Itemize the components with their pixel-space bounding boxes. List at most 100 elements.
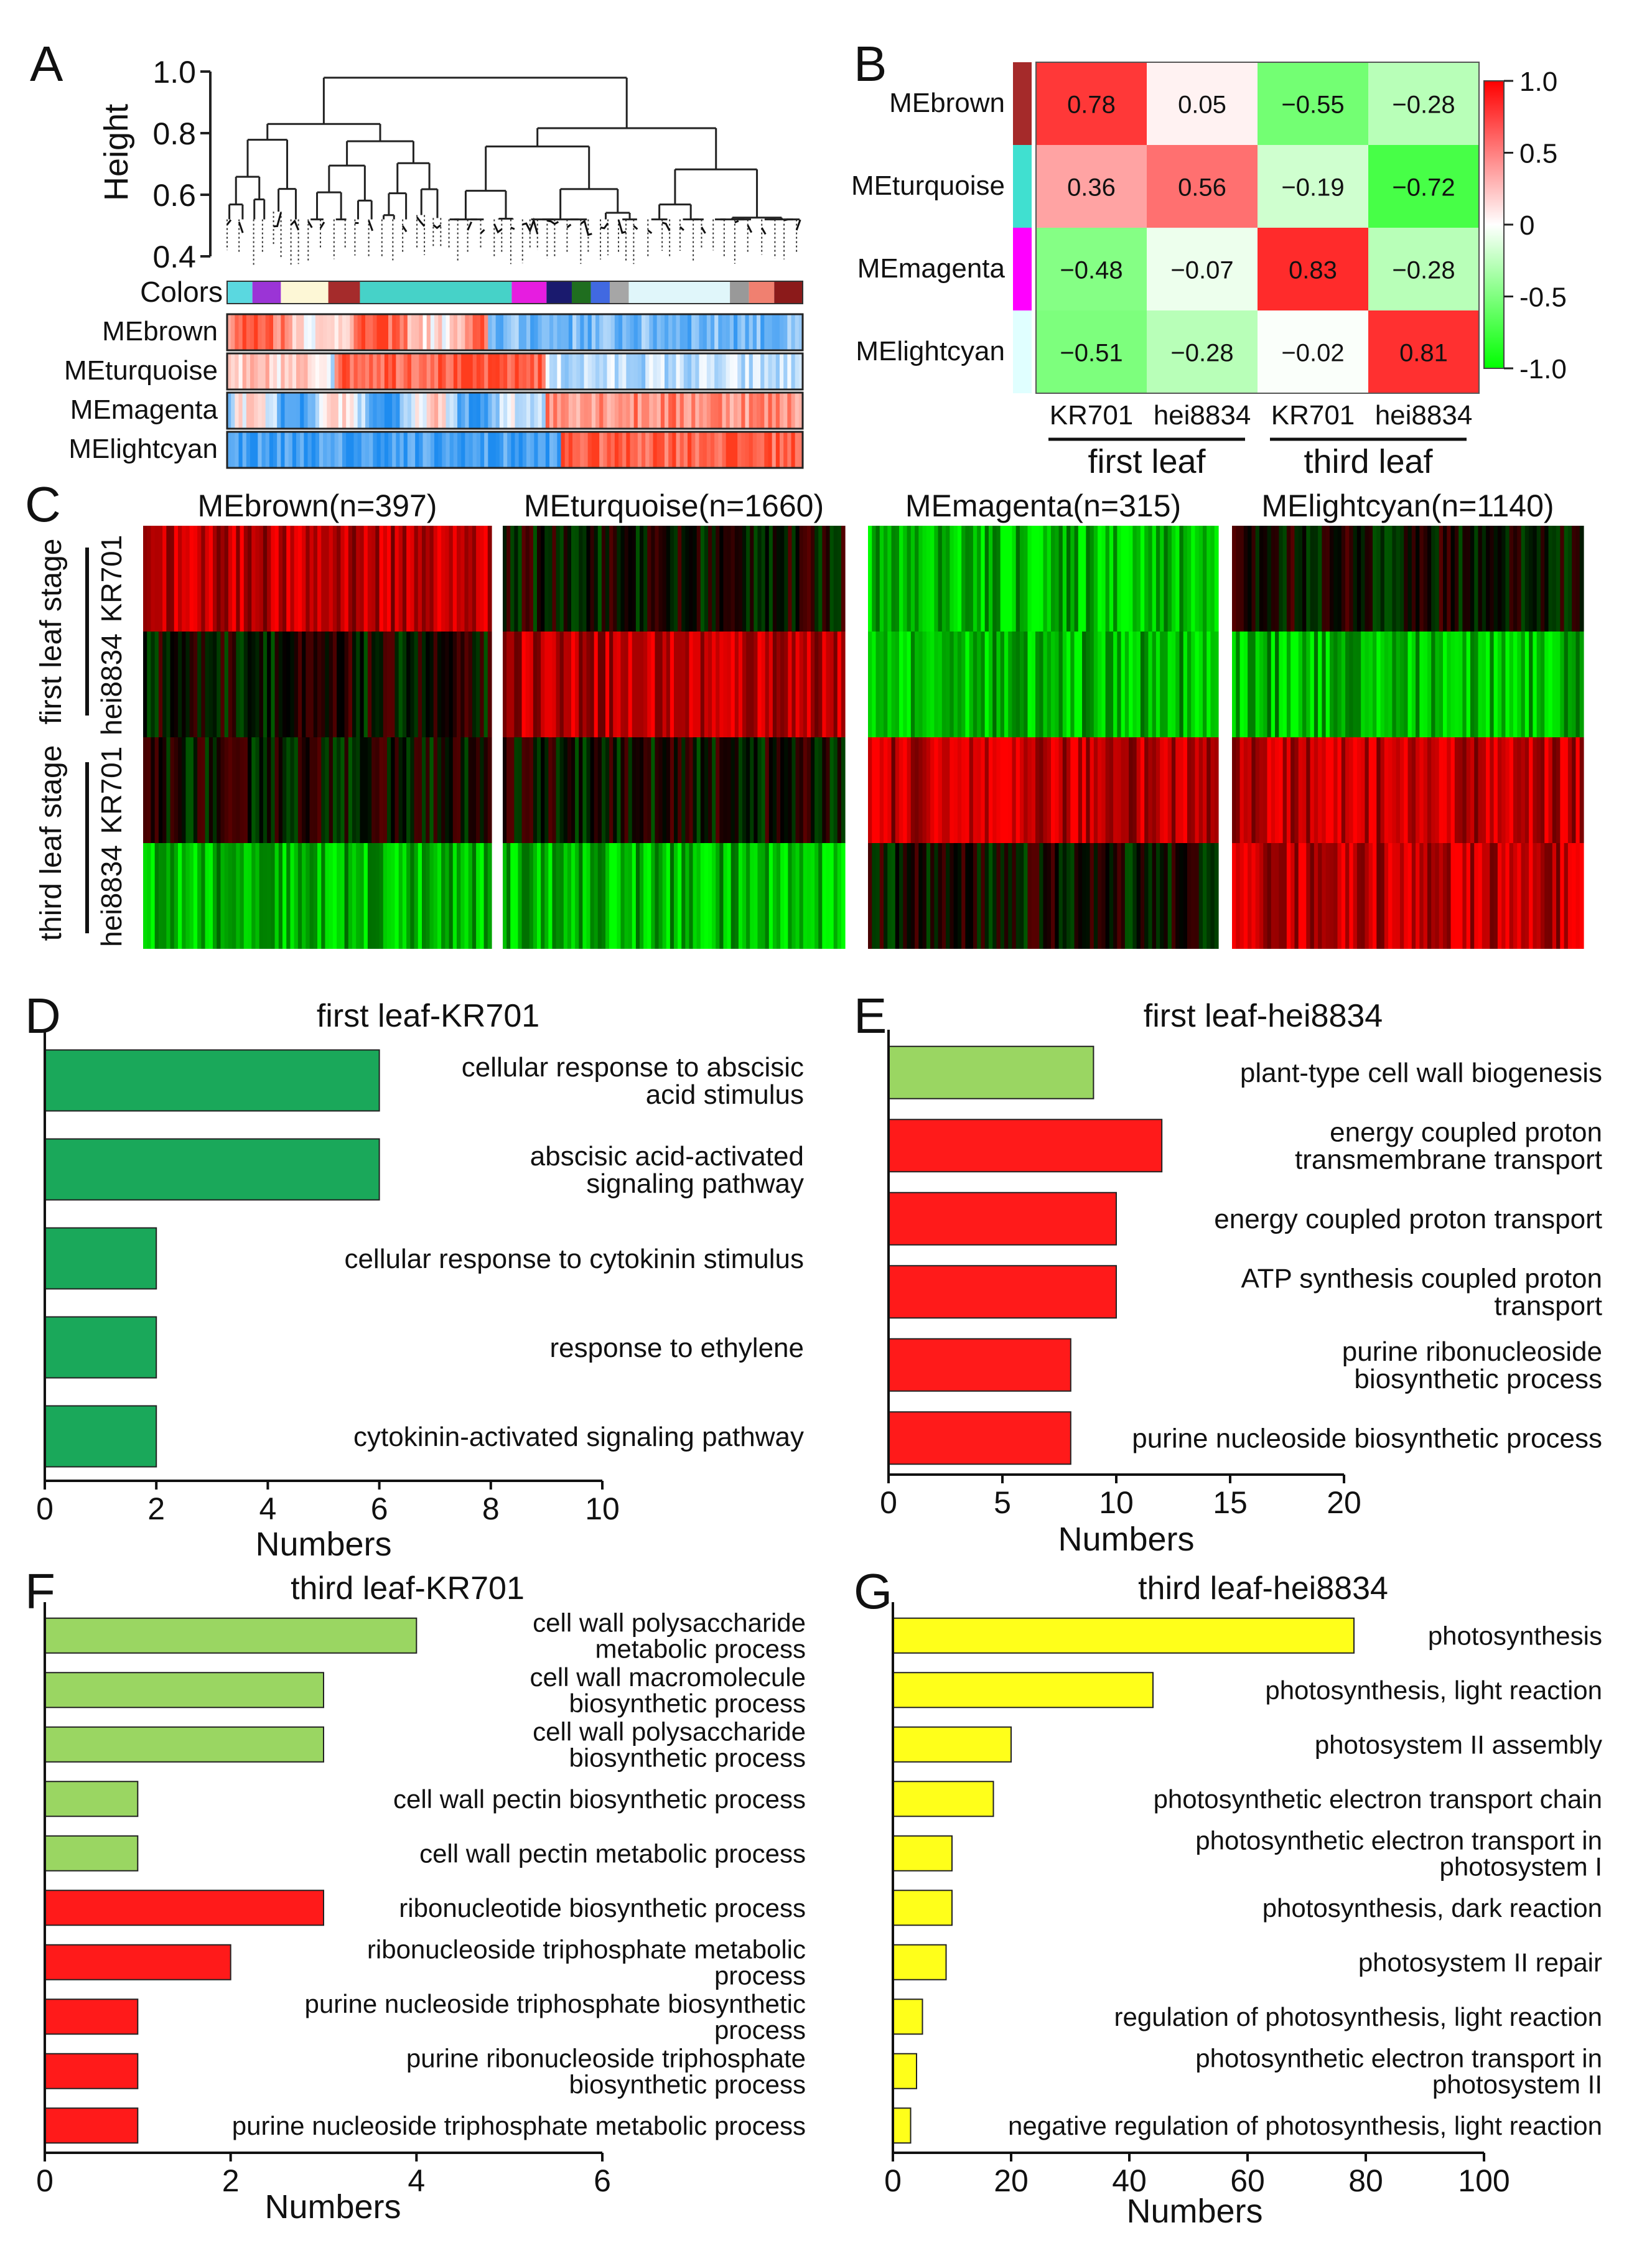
expression-cell bbox=[1039, 632, 1044, 737]
eigengene-cell bbox=[591, 393, 596, 429]
eigengene-cell bbox=[503, 432, 508, 468]
eigengene-cell bbox=[642, 432, 646, 468]
expression-cell bbox=[259, 526, 264, 632]
expression-cell bbox=[437, 737, 442, 843]
expression-cell bbox=[742, 526, 747, 632]
eigengene-cell bbox=[672, 353, 677, 389]
expression-cell bbox=[1062, 526, 1067, 632]
expression-cell bbox=[1322, 526, 1327, 632]
expression-cell bbox=[891, 632, 896, 737]
expression-cell bbox=[1548, 843, 1553, 949]
eigengene-cell bbox=[311, 393, 316, 429]
expression-cell bbox=[348, 737, 353, 843]
expression-cell bbox=[674, 526, 678, 632]
eigengene-cell bbox=[461, 314, 465, 350]
expression-cell bbox=[685, 526, 690, 632]
bar bbox=[888, 1045, 1094, 1099]
expression-cell bbox=[1055, 632, 1060, 737]
expression-cell bbox=[1008, 737, 1013, 843]
expression-cell bbox=[1509, 632, 1514, 737]
eigengene-cell bbox=[472, 393, 477, 429]
eigengene-cell bbox=[369, 432, 373, 468]
expression-cell bbox=[317, 737, 322, 843]
eigengene-cell bbox=[346, 432, 350, 468]
expression-cell bbox=[1155, 632, 1160, 737]
expression-cell bbox=[1117, 737, 1122, 843]
expression-cell bbox=[1206, 526, 1211, 632]
expression-cell bbox=[1493, 526, 1498, 632]
expression-cell bbox=[360, 526, 365, 632]
eigengene-cell bbox=[469, 393, 474, 429]
bar bbox=[892, 2053, 917, 2089]
bar-x-tick-label: 80 bbox=[1348, 2163, 1383, 2198]
eigengene-cell bbox=[281, 432, 286, 468]
eigengene-cell bbox=[714, 314, 719, 350]
eigengene-cell bbox=[311, 432, 316, 468]
expression-cell bbox=[548, 737, 553, 843]
expression-cell bbox=[887, 737, 892, 843]
expression-cell bbox=[1015, 843, 1020, 949]
expression-cell bbox=[727, 632, 732, 737]
eigengene-cell bbox=[311, 353, 316, 389]
eigengene-cell bbox=[338, 432, 343, 468]
expression-cell bbox=[1447, 526, 1452, 632]
expression-cell bbox=[696, 843, 701, 949]
expression-cell bbox=[1462, 526, 1467, 632]
eigengene-cell bbox=[461, 432, 465, 468]
expression-cell bbox=[768, 843, 773, 949]
expression-cell bbox=[811, 526, 815, 632]
eigengene-cell bbox=[691, 393, 696, 429]
eigengene-cell bbox=[369, 393, 373, 429]
correlation-column-label: KR701 bbox=[1271, 400, 1355, 431]
expression-cell bbox=[309, 526, 314, 632]
correlation-cell bbox=[1258, 310, 1368, 393]
eigengene-cell bbox=[495, 393, 500, 429]
bar bbox=[44, 1049, 380, 1112]
expression-cell bbox=[426, 526, 431, 632]
eigengene-cell bbox=[488, 432, 493, 468]
expression-cell bbox=[340, 526, 345, 632]
eigengene-cell bbox=[699, 393, 704, 429]
expression-cell bbox=[1392, 632, 1397, 737]
expression-cell bbox=[1505, 526, 1510, 632]
expression-cell bbox=[1086, 632, 1091, 737]
expression-cell bbox=[294, 843, 299, 949]
expression-cell bbox=[609, 843, 614, 949]
expression-cell bbox=[981, 843, 986, 949]
expression-cell bbox=[689, 526, 694, 632]
expression-cell bbox=[617, 632, 622, 737]
expression-cell bbox=[185, 737, 190, 843]
expression-cell bbox=[806, 632, 811, 737]
eigengene-cell bbox=[284, 314, 289, 350]
eigengene-cell bbox=[764, 393, 769, 429]
expression-cell bbox=[934, 632, 939, 737]
correlation-value: −0.28 bbox=[1392, 257, 1455, 284]
expression-cell bbox=[757, 526, 762, 632]
expression-cell bbox=[1140, 526, 1145, 632]
eigengene-cell bbox=[572, 432, 577, 468]
expression-cell bbox=[306, 737, 310, 843]
eigengene-cell bbox=[772, 393, 777, 429]
expression-cell bbox=[1140, 843, 1145, 949]
dendrogram-leaf-cluster bbox=[307, 220, 313, 228]
expression-cell bbox=[811, 737, 815, 843]
module-color-swatch bbox=[1013, 62, 1032, 145]
eigengene-cell bbox=[534, 314, 539, 350]
eigengene-cell bbox=[334, 393, 339, 429]
eigengene-cell bbox=[392, 432, 396, 468]
eigengene-cell bbox=[476, 353, 481, 389]
expression-cell bbox=[1109, 526, 1114, 632]
expression-cell bbox=[1310, 632, 1315, 737]
expression-cell bbox=[394, 526, 399, 632]
eigengene-cell bbox=[399, 432, 404, 468]
eigengene-cell bbox=[434, 393, 439, 429]
expression-cell bbox=[868, 632, 872, 737]
expression-cell bbox=[271, 526, 276, 632]
expression-cell bbox=[367, 632, 372, 737]
eigengene-cell bbox=[645, 393, 650, 429]
expression-cell bbox=[1524, 843, 1529, 949]
expression-cell bbox=[329, 526, 334, 632]
expression-cell bbox=[506, 843, 511, 949]
expression-cell bbox=[441, 737, 446, 843]
